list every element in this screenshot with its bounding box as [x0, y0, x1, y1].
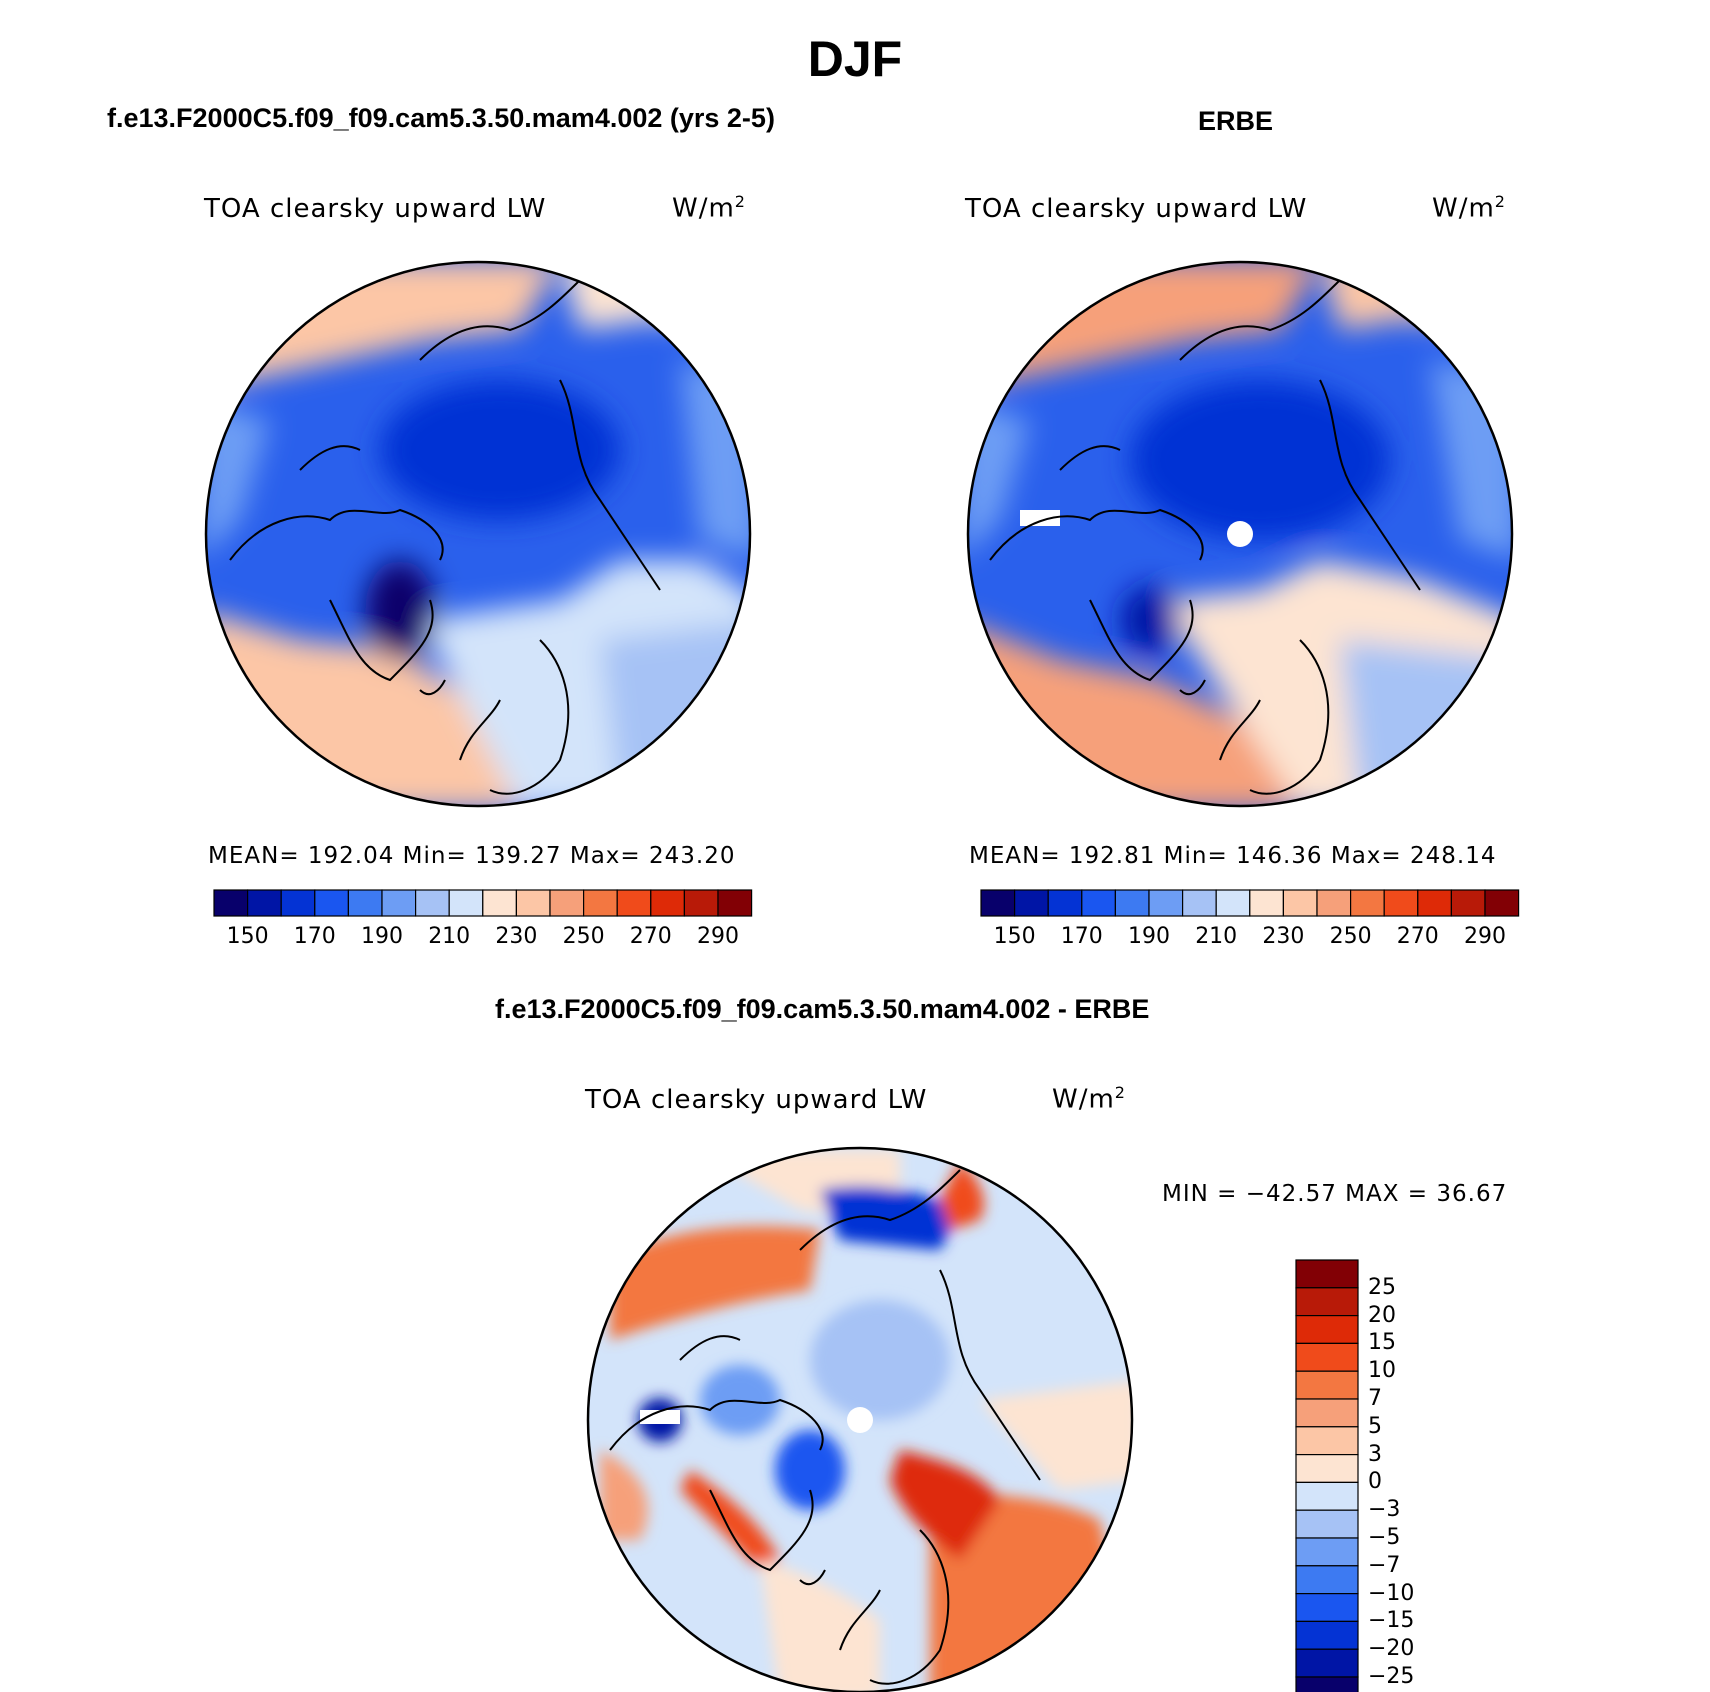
panel2-colorbar-swatch: [1081, 889, 1117, 917]
panel1-colorbar-swatch: [650, 889, 685, 917]
panel3-colorbar-tick-label: −5: [1368, 1525, 1401, 1550]
panel1-colorbar: [213, 889, 753, 917]
panel2-units-label: W/m2: [1432, 192, 1506, 224]
panel1-colorbar-swatch: [347, 889, 383, 917]
panel1-colorbar-swatch: [448, 889, 484, 917]
panel2-colorbar-swatch: [1417, 889, 1453, 917]
panel1-colorbar-swatch: [213, 889, 249, 917]
panel3-colorbar-tick-label: 10: [1368, 1358, 1396, 1384]
panel1-colorbar-swatch: [683, 889, 719, 917]
panel2-colorbar-swatch: [1047, 889, 1083, 917]
panel3-colorbar-swatch: [1295, 1565, 1359, 1595]
panel2-colorbar-swatch: [1484, 889, 1520, 917]
figure-title: DJF: [807, 31, 903, 87]
panel3-colorbar-swatch: [1295, 1537, 1359, 1567]
panel3-colorbar-tick-label: 15: [1368, 1330, 1396, 1356]
panel3-colorbar-swatch: [1295, 1287, 1359, 1317]
panel1-colorbar-tick-label: 270: [629, 924, 672, 949]
panel2-colorbar-swatch: [1282, 889, 1318, 917]
panel2-colorbar-tick-label: 170: [1060, 924, 1103, 949]
panel2-colorbar-swatch: [1249, 889, 1285, 917]
panel2-colorbar-swatch: [1316, 889, 1352, 917]
panel1-colorbar-swatch: [717, 889, 753, 917]
panel3-colorbar-swatch: [1295, 1481, 1359, 1511]
panel1-colorbar-swatch: [515, 889, 551, 917]
panel3-colorbar-tick-label: −15: [1368, 1608, 1415, 1634]
panel1-colorbar-swatch: [582, 889, 618, 917]
panel1-colorbar-swatch: [616, 889, 652, 917]
panel3-colorbar-swatch: [1295, 1620, 1359, 1650]
panel2-colorbar-swatch: [1114, 889, 1150, 917]
panel2-case-title: ERBE: [1198, 106, 1274, 136]
panel1-colorbar-swatch: [314, 889, 349, 917]
panel3-colorbar-swatch: [1295, 1426, 1359, 1456]
panel3-colorbar-swatch: [1295, 1453, 1359, 1483]
panel3-map: [586, 1146, 1134, 1692]
panel3-colorbar: [1295, 1259, 1359, 1692]
panel2-map: [966, 260, 1514, 808]
panel1-colorbar-swatch: [247, 889, 282, 917]
panel3-colorbar-swatch: [1295, 1676, 1359, 1692]
panel2-colorbar-swatch: [980, 889, 1016, 917]
panel1-colorbar-swatch: [381, 889, 417, 917]
panel3-colorbar-tick-label: 20: [1368, 1302, 1396, 1328]
panel2-colorbar-tick-label: 190: [1128, 924, 1170, 949]
panel2-stats: MEAN= 192.81 Min= 146.36 Max= 248.14: [969, 843, 1497, 869]
panel3-colorbar-tick-label: 3: [1368, 1441, 1382, 1467]
panel3-colorbar-tick-label: 7: [1368, 1386, 1382, 1411]
panel2-colorbar-swatch: [1450, 889, 1486, 917]
panel2-variable-label: TOA clearsky upward LW: [965, 194, 1308, 224]
panel3-colorbar-tick-label: −25: [1368, 1664, 1415, 1689]
panel1-colorbar-tick-label: 170: [293, 924, 336, 949]
panel3-colorbar-swatch: [1295, 1342, 1359, 1372]
panel1-colorbar-tick-label: 290: [697, 924, 739, 949]
panel1-colorbar-swatch: [549, 889, 585, 917]
panel2-colorbar-tick-label: 250: [1329, 924, 1372, 949]
panel2-colorbar-tick-label: 210: [1195, 924, 1238, 949]
panel1-units-label: W/m2: [672, 192, 746, 224]
panel3-units-label: W/m2: [1052, 1083, 1126, 1115]
panel3-colorbar-swatch: [1295, 1592, 1359, 1622]
panel3-colorbar-tick-label: 0: [1368, 1469, 1382, 1495]
panel3-colorbar-tick-label: 25: [1368, 1274, 1396, 1300]
panel3-colorbar-tick-label: 5: [1368, 1413, 1382, 1439]
panel3-colorbar-tick-label: −10: [1368, 1580, 1415, 1606]
panel3-colorbar-swatch: [1295, 1314, 1359, 1344]
panel1-variable-label: TOA clearsky upward LW: [204, 194, 547, 224]
panel2-colorbar: [980, 889, 1520, 917]
panel2-colorbar-swatch: [1383, 889, 1419, 917]
panel3-case-title: f.e13.F2000C5.f09_f09.cam5.3.50.mam4.002…: [495, 994, 1150, 1024]
panel2-colorbar-swatch: [1349, 889, 1385, 917]
panel1-map: [204, 260, 752, 808]
panel2-colorbar-swatch: [1148, 889, 1184, 917]
panel2-colorbar-tick-label: 150: [993, 924, 1036, 949]
panel2-colorbar-tick-label: 230: [1262, 924, 1305, 949]
panel3-colorbar-swatch: [1295, 1259, 1359, 1289]
panel3-colorbar-tick-label: −7: [1368, 1552, 1401, 1578]
panel1-colorbar-tick-label: 190: [361, 924, 403, 949]
panel3-colorbar-tick-label: −20: [1368, 1636, 1415, 1662]
panel3-colorbar-swatch: [1295, 1509, 1359, 1539]
panel1-colorbar-swatch: [415, 889, 450, 917]
panel1-stats: MEAN= 192.04 Min= 139.27 Max= 243.20: [208, 843, 736, 869]
panel3-variable-label: TOA clearsky upward LW: [585, 1085, 928, 1115]
panel1-case-title: f.e13.F2000C5.f09_f09.cam5.3.50.mam4.002…: [107, 103, 775, 133]
panel3-stats: MIN = −42.57 MAX = 36.67: [1162, 1181, 1508, 1207]
panel1-colorbar-swatch: [280, 889, 316, 917]
panel2-colorbar-tick-label: 270: [1396, 924, 1439, 949]
panel2-colorbar-tick-label: 290: [1464, 924, 1506, 949]
panel3-colorbar-swatch: [1295, 1370, 1359, 1400]
panel3-colorbar-tick-label: −3: [1368, 1497, 1401, 1523]
panel1-colorbar-tick-label: 210: [428, 924, 471, 949]
panel3-colorbar-swatch: [1295, 1648, 1359, 1678]
panel1-colorbar-swatch: [482, 889, 517, 917]
panel1-colorbar-tick-label: 230: [495, 924, 538, 949]
panel2-colorbar-swatch: [1013, 889, 1049, 917]
panel2-colorbar-swatch: [1181, 889, 1217, 917]
panel3-colorbar-swatch: [1295, 1398, 1359, 1428]
panel2-colorbar-swatch: [1215, 889, 1251, 917]
panel1-colorbar-tick-label: 150: [226, 924, 269, 949]
panel1-colorbar-tick-label: 250: [562, 924, 605, 949]
